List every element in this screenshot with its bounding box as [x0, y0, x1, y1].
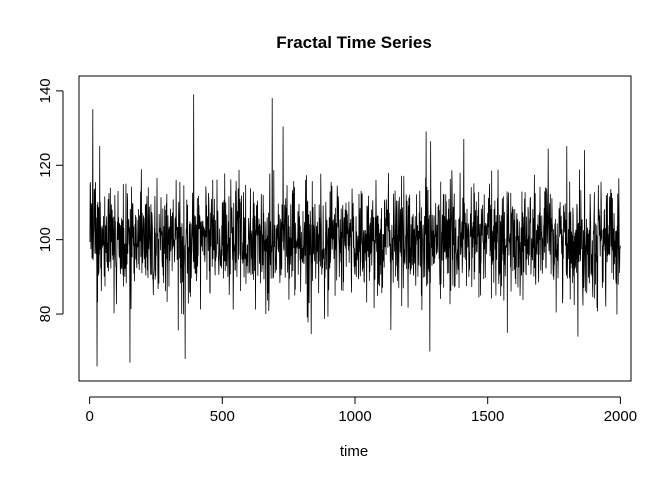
y-tick-label: 80 — [37, 306, 54, 323]
y-tick-label: 100 — [37, 227, 54, 252]
x-tick-label: 1500 — [471, 408, 504, 425]
x-axis: 0 500 1000 1500 2000 — [85, 396, 637, 425]
y-tick-label: 120 — [37, 153, 54, 178]
x-tick-label: 0 — [85, 408, 93, 425]
plot-frame — [78, 75, 632, 382]
y-tick-label: 140 — [37, 78, 54, 103]
x-tick-label: 500 — [210, 408, 235, 425]
y-axis: 80 100 120 140 — [37, 78, 64, 323]
x-tick-label: 2000 — [604, 408, 637, 425]
chart-title: Fractal Time Series — [276, 33, 432, 52]
x-axis-label: time — [340, 443, 368, 460]
series-layer — [89, 94, 621, 367]
series-line — [89, 94, 621, 367]
x-tick-label: 1000 — [338, 408, 371, 425]
